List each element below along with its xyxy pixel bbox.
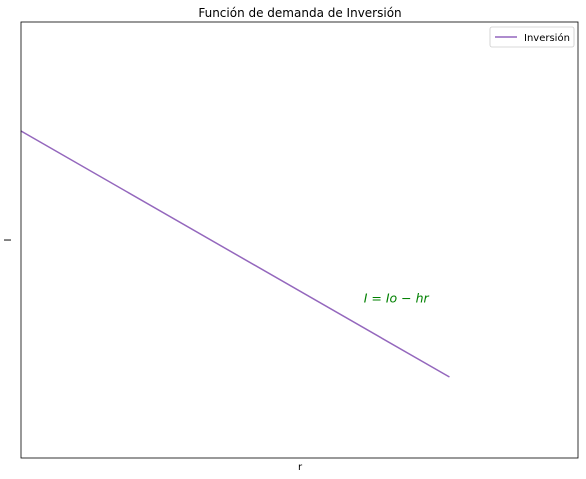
y-axis-label: I: [3, 239, 14, 242]
x-axis-label: r: [298, 462, 303, 473]
series-line-0: [20, 130, 450, 378]
legend-label-inversion: Inversión: [524, 32, 570, 44]
plot-frame: [20, 21, 579, 459]
plot-area: [21, 22, 578, 458]
chart-title: Función de demanda de Inversión: [198, 6, 401, 20]
series-layer: [20, 130, 450, 378]
equation-annotation: I = Io − hr: [364, 290, 430, 305]
legend-box: [489, 26, 575, 48]
legend: Inversión: [489, 26, 575, 48]
